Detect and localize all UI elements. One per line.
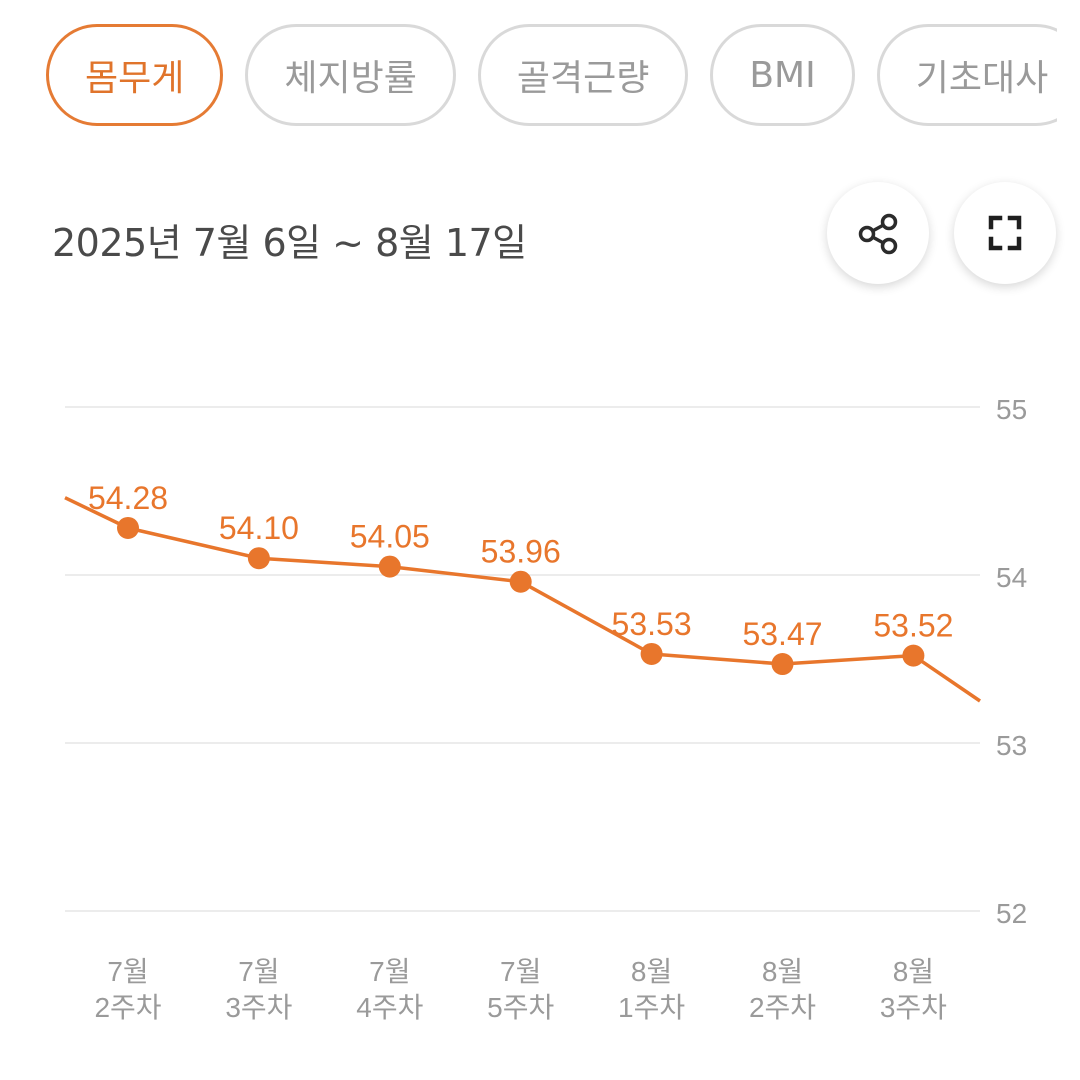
x-tick-week: 1주차 (618, 992, 685, 1023)
data-value-label: 54.28 (88, 480, 168, 516)
data-point[interactable] (509, 570, 532, 593)
share-icon (858, 213, 898, 255)
data-value-label: 53.53 (612, 606, 692, 642)
data-point[interactable] (640, 642, 663, 665)
data-point[interactable] (902, 644, 925, 667)
y-tick-label: 55 (996, 394, 1027, 425)
x-tick-month: 8월 (893, 956, 934, 987)
data-value-label: 53.47 (742, 616, 822, 652)
share-button[interactable] (827, 182, 929, 284)
line-layer (64, 496, 981, 703)
tab-weight[interactable]: 몸무게 (46, 24, 224, 126)
y-tick-label: 53 (996, 730, 1027, 761)
x-tick-week: 4주차 (356, 992, 423, 1023)
x-tick-month: 7월 (500, 956, 541, 987)
metric-tab-bar: 몸무게 체지방률 골격근량 BMI 기초대사 (0, 24, 1057, 128)
data-value-label: 54.05 (350, 519, 430, 555)
y-tick-label: 54 (996, 562, 1027, 593)
tab-basal-metabolism[interactable]: 기초대사 (876, 24, 1057, 126)
tab-body-fat[interactable]: 체지방률 (245, 24, 456, 126)
x-tick-week: 5주차 (487, 992, 554, 1023)
metric-tabs: 몸무게 체지방률 골격근량 BMI 기초대사 (46, 24, 1057, 126)
x-tick-month: 7월 (369, 956, 410, 987)
data-point[interactable] (247, 547, 270, 570)
grid-layer: 55 54 53 52 (65, 394, 1027, 929)
tab-bmi[interactable]: BMI (710, 24, 855, 126)
data-label-layer: 54.28 54.10 54.05 53.96 53.53 53.47 53.52 (88, 480, 953, 652)
x-tick-week: 3주차 (880, 992, 947, 1023)
fullscreen-button[interactable] (954, 182, 1056, 284)
x-tick-month: 8월 (762, 956, 803, 987)
x-tick-month: 8월 (631, 956, 672, 987)
fullscreen-icon (988, 215, 1022, 251)
data-point[interactable] (378, 555, 401, 578)
x-tick-week: 2주차 (94, 992, 161, 1023)
x-tick-month: 7월 (107, 956, 148, 987)
data-point[interactable] (117, 516, 139, 539)
data-point[interactable] (771, 653, 794, 676)
data-value-label: 53.96 (481, 534, 561, 570)
x-axis: 7월 2주차 7월 3주차 7월 4주차 7월 5주차 8월 1주차 8월 2주차 8월 3주차 (94, 956, 946, 1023)
series-line-weight (64, 496, 981, 703)
data-value-label: 54.10 (219, 510, 299, 546)
x-tick-month: 7월 (238, 956, 279, 987)
x-tick-week: 3주차 (225, 992, 292, 1023)
tab-skeletal-muscle[interactable]: 골격근량 (477, 24, 689, 126)
date-range-title: 2025년 7월 6일 ~ 8월 17일 (52, 221, 527, 265)
x-tick-week: 2주차 (749, 992, 816, 1023)
data-value-label: 53.52 (873, 608, 953, 644)
y-tick-label: 52 (996, 898, 1027, 929)
point-layer (117, 516, 925, 676)
